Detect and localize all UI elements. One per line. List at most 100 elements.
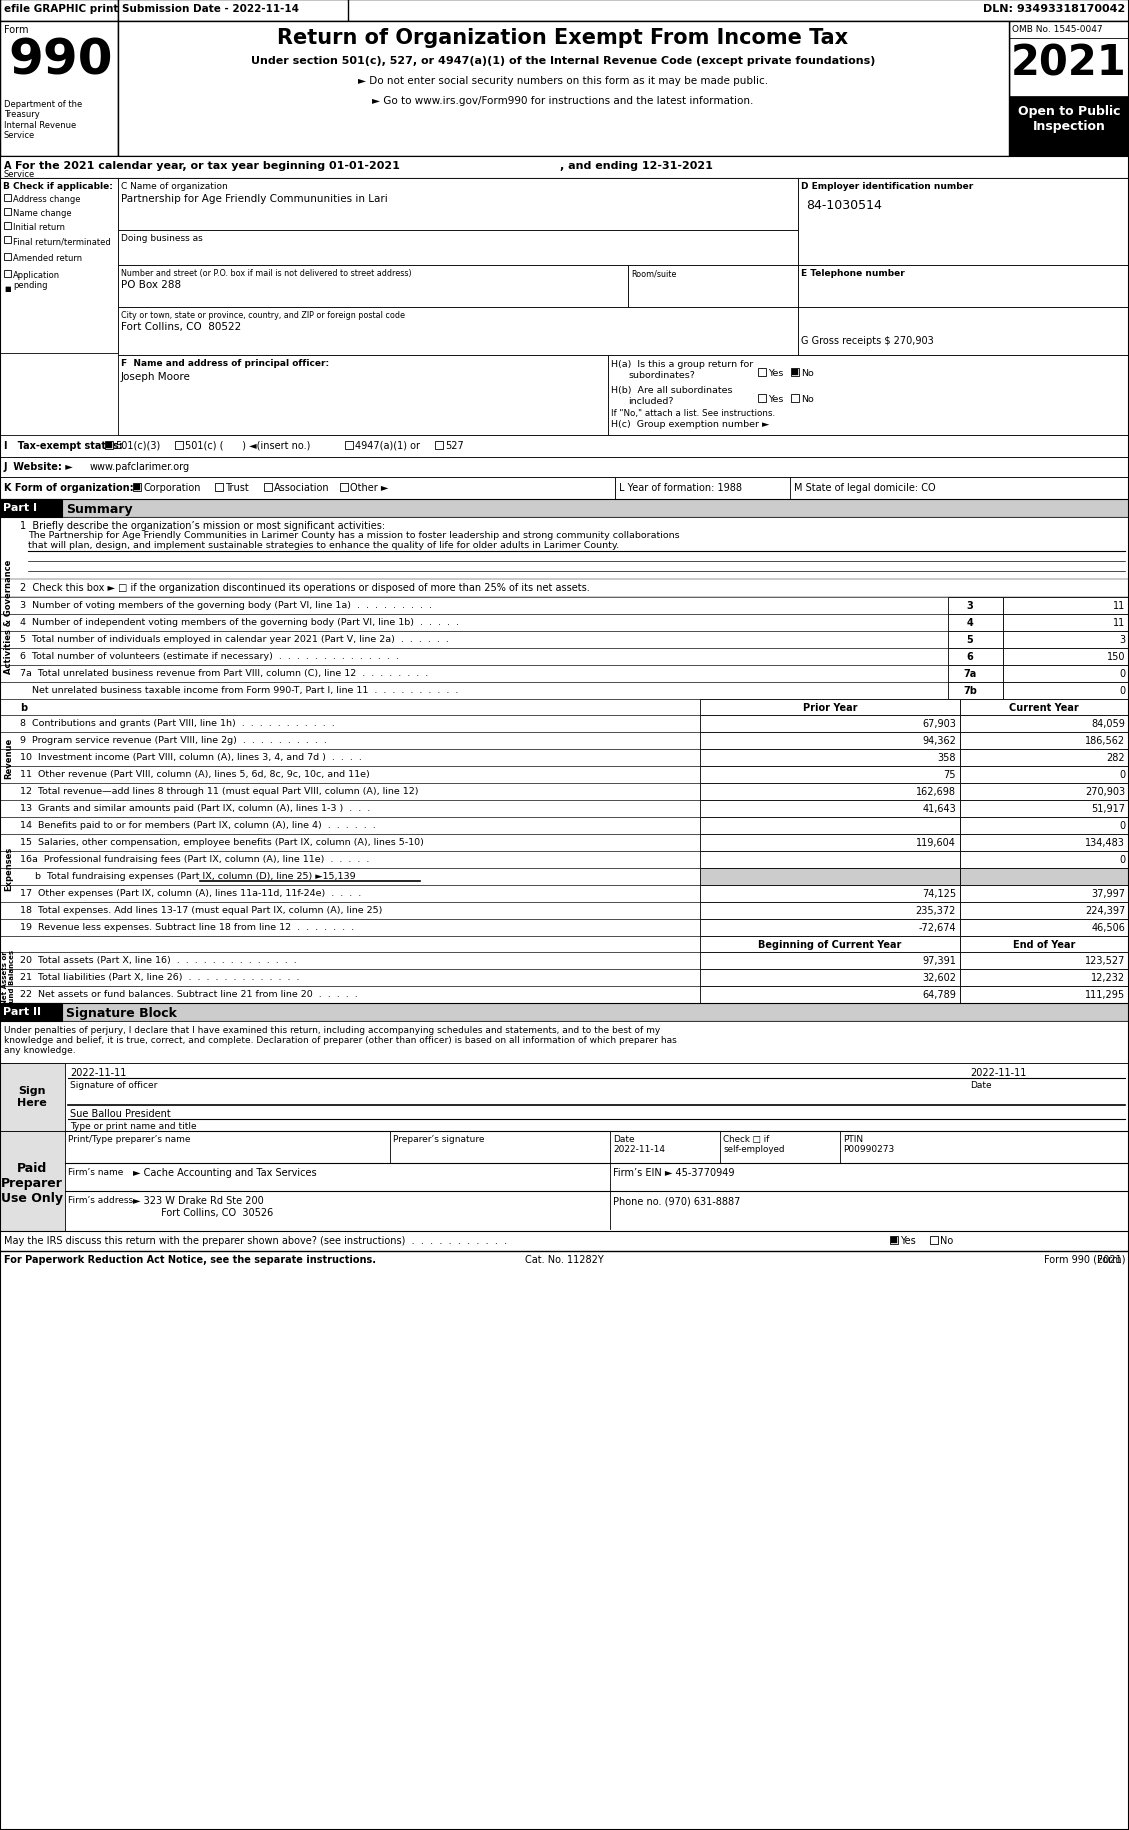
- Text: PTIN: PTIN: [843, 1135, 864, 1144]
- Text: 5: 5: [966, 635, 973, 644]
- Bar: [215, 483, 224, 492]
- Bar: [948, 666, 1003, 683]
- Text: May the IRS discuss this return with the preparer shown above? (see instructions: May the IRS discuss this return with the…: [5, 1235, 507, 1246]
- Text: ► 323 W Drake Rd Ste 200: ► 323 W Drake Rd Ste 200: [133, 1195, 264, 1206]
- Bar: [700, 869, 960, 886]
- Bar: [264, 483, 272, 492]
- Text: Number and street (or P.O. box if mail is not delivered to street address): Number and street (or P.O. box if mail i…: [121, 269, 412, 278]
- Text: 9  Program service revenue (Part VIII, line 2g)  .  .  .  .  .  .  .  .  .  .: 9 Program service revenue (Part VIII, li…: [20, 736, 327, 745]
- Bar: [0, 869, 1129, 886]
- Bar: [0, 818, 1129, 834]
- Text: 2022-11-14: 2022-11-14: [613, 1144, 665, 1153]
- Text: Revenue: Revenue: [5, 737, 14, 780]
- Text: Department of the
Treasury
Internal Revenue
Service: Department of the Treasury Internal Reve…: [5, 101, 82, 141]
- Bar: [930, 1237, 938, 1244]
- Text: 2022-11-11: 2022-11-11: [70, 1067, 126, 1078]
- Bar: [960, 767, 1129, 783]
- Text: 41,643: 41,643: [922, 803, 956, 814]
- Bar: [791, 370, 799, 377]
- Bar: [0, 631, 1129, 648]
- Bar: [960, 818, 1129, 834]
- Bar: [0, 919, 1129, 937]
- Bar: [0, 615, 1129, 631]
- Text: K Form of organization:: K Form of organization:: [5, 483, 133, 492]
- Text: Form: Form: [1097, 1254, 1124, 1265]
- Text: ■: ■: [5, 285, 10, 291]
- Text: A: A: [5, 161, 11, 170]
- Text: 94,362: 94,362: [922, 736, 956, 745]
- Bar: [0, 1232, 1129, 1252]
- Text: Trust: Trust: [225, 483, 248, 492]
- Bar: [798, 265, 1129, 307]
- Text: Final return/terminated: Final return/terminated: [14, 236, 111, 245]
- Bar: [0, 1131, 1129, 1232]
- Text: 11  Other revenue (Part VIII, column (A), lines 5, 6d, 8c, 9c, 10c, and 11e): 11 Other revenue (Part VIII, column (A),…: [20, 770, 370, 778]
- Text: No: No: [800, 370, 814, 377]
- Text: 97,391: 97,391: [922, 955, 956, 966]
- Bar: [5, 236, 11, 243]
- Text: 111,295: 111,295: [1085, 990, 1124, 999]
- Bar: [700, 800, 960, 818]
- Text: -72,674: -72,674: [918, 922, 956, 933]
- Bar: [0, 1003, 1129, 1021]
- Bar: [119, 307, 798, 355]
- Text: 18  Total expenses. Add lines 13-17 (must equal Part IX, column (A), line 25): 18 Total expenses. Add lines 13-17 (must…: [20, 906, 383, 915]
- Text: 84,059: 84,059: [1091, 719, 1124, 728]
- Bar: [0, 598, 1129, 615]
- Bar: [0, 970, 1129, 986]
- Text: Service: Service: [5, 170, 35, 179]
- Text: I   Tax-exempt status:: I Tax-exempt status:: [5, 441, 123, 450]
- Text: 12,232: 12,232: [1091, 972, 1124, 983]
- Text: Current Year: Current Year: [1009, 703, 1079, 712]
- Text: 67,903: 67,903: [922, 719, 956, 728]
- Text: Other ►: Other ►: [350, 483, 388, 492]
- Text: 19  Revenue less expenses. Subtract line 18 from line 12  .  .  .  .  .  .  .: 19 Revenue less expenses. Subtract line …: [20, 922, 355, 931]
- Bar: [0, 580, 1129, 598]
- Text: Net unrelated business taxable income from Form 990-T, Part I, line 11  .  .  . : Net unrelated business taxable income fr…: [20, 686, 458, 695]
- Bar: [106, 443, 112, 448]
- Text: Date: Date: [613, 1135, 634, 1144]
- Bar: [0, 767, 1129, 783]
- Bar: [791, 395, 799, 403]
- Bar: [700, 970, 960, 986]
- Bar: [134, 485, 140, 490]
- Text: ► Go to www.irs.gov/Form990 for instructions and the latest information.: ► Go to www.irs.gov/Form990 for instruct…: [373, 95, 754, 106]
- Bar: [798, 179, 1129, 265]
- Text: 46,506: 46,506: [1091, 922, 1124, 933]
- Bar: [700, 952, 960, 970]
- Text: 3: 3: [966, 600, 973, 611]
- Bar: [960, 750, 1129, 767]
- Text: Net Assets or
Fund Balances: Net Assets or Fund Balances: [2, 950, 16, 1006]
- Bar: [700, 818, 960, 834]
- Text: 0: 0: [1119, 686, 1124, 695]
- Text: 5  Total number of individuals employed in calendar year 2021 (Part V, line 2a) : 5 Total number of individuals employed i…: [20, 635, 449, 644]
- Bar: [700, 834, 960, 851]
- Bar: [0, 458, 1129, 478]
- Text: 501(c) (      ) ◄(insert no.): 501(c) ( ) ◄(insert no.): [185, 441, 310, 450]
- Text: 22  Net assets or fund balances. Subtract line 21 from line 20  .  .  .  .  .: 22 Net assets or fund balances. Subtract…: [20, 990, 358, 999]
- Text: Corporation: Corporation: [143, 483, 201, 492]
- Bar: [5, 254, 11, 262]
- Text: 4947(a)(1) or: 4947(a)(1) or: [355, 441, 420, 450]
- Text: 501(c)(3): 501(c)(3): [115, 441, 160, 450]
- Text: Firm’s address: Firm’s address: [68, 1195, 133, 1204]
- Text: Return of Organization Exempt From Income Tax: Return of Organization Exempt From Incom…: [278, 27, 849, 48]
- Bar: [435, 441, 443, 450]
- Text: B Check if applicable:: B Check if applicable:: [3, 181, 113, 190]
- Text: 11: 11: [1113, 600, 1124, 611]
- Bar: [960, 919, 1129, 937]
- Text: 0: 0: [1119, 855, 1124, 864]
- Text: 224,397: 224,397: [1085, 906, 1124, 915]
- Bar: [628, 265, 798, 307]
- Bar: [0, 1131, 65, 1232]
- Text: 527: 527: [445, 441, 464, 450]
- Text: 134,483: 134,483: [1085, 838, 1124, 847]
- Text: F  Name and address of principal officer:: F Name and address of principal officer:: [121, 359, 330, 368]
- Bar: [0, 157, 1129, 179]
- Text: Room/suite: Room/suite: [631, 269, 676, 278]
- Bar: [700, 699, 960, 716]
- Bar: [340, 483, 348, 492]
- Text: Part I: Part I: [3, 503, 37, 512]
- Bar: [948, 683, 1003, 699]
- Text: 0: 0: [1119, 770, 1124, 780]
